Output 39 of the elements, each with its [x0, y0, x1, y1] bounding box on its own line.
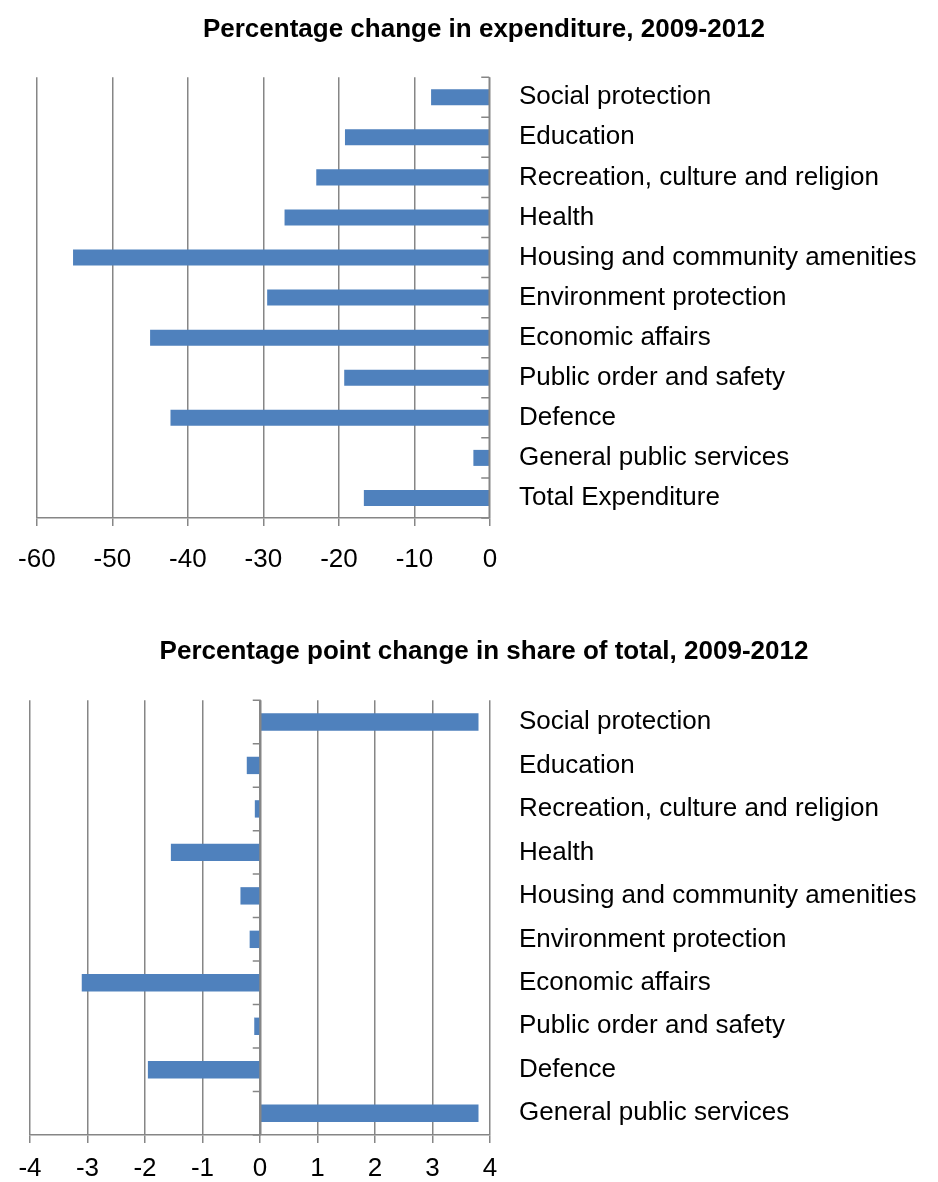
y-tick-label: Social protection	[519, 80, 712, 111]
y-tick-label: Public order and safety	[519, 1009, 785, 1040]
y-tick-label: Total Expenditure	[519, 481, 720, 512]
x-tick-label: 1	[310, 1151, 325, 1182]
y-tick-label: Education	[519, 120, 635, 151]
x-tick-label: -1	[190, 1151, 215, 1182]
y-tick-label: Housing and community amenities	[519, 240, 917, 271]
y-tick-label: Health	[519, 200, 595, 231]
x-tick-label: -30	[244, 542, 283, 573]
x-tick-label: -2	[133, 1151, 157, 1182]
x-tick-label: 4	[482, 1151, 498, 1182]
y-tick-label: Defence	[519, 1052, 616, 1083]
y-tick-label: Public order and safety	[519, 360, 785, 391]
y-tick-label: General public services	[519, 441, 790, 472]
x-tick-label: -60	[18, 542, 56, 573]
x-tick-label: -50	[93, 542, 132, 573]
x-tick-label: -3	[75, 1151, 100, 1182]
x-tick-label: 2	[367, 1151, 383, 1182]
y-tick-label: Defence	[519, 400, 616, 431]
y-tick-label: Environment protection	[519, 922, 787, 953]
y-tick-label: Education	[519, 748, 635, 779]
x-tick-label: -10	[395, 542, 434, 573]
y-tick-label: Economic affairs	[519, 965, 711, 996]
x-tick-label: 0	[482, 542, 498, 573]
y-tick-label: Health	[519, 835, 595, 866]
y-tick-label: Environment protection	[519, 280, 787, 311]
x-tick-label: -4	[18, 1151, 42, 1182]
y-tick-label: Housing and community amenities	[519, 879, 917, 910]
x-tick-label: -20	[320, 542, 358, 573]
chart-title: Percentage change in expenditure, 2009-2012	[202, 12, 766, 43]
y-tick-label: General public services	[519, 1096, 790, 1127]
y-tick-label: Recreation, culture and religion	[519, 160, 879, 191]
y-tick-label: Social protection	[519, 705, 712, 736]
x-tick-label: 3	[425, 1151, 440, 1182]
x-tick-label: 0	[252, 1151, 268, 1182]
x-tick-label: -40	[169, 542, 207, 573]
y-tick-label: Economic affairs	[519, 320, 711, 351]
chart-title: Percentage point change in share of total, 2009-2012	[159, 634, 809, 665]
y-tick-label: Recreation, culture and religion	[519, 792, 879, 823]
